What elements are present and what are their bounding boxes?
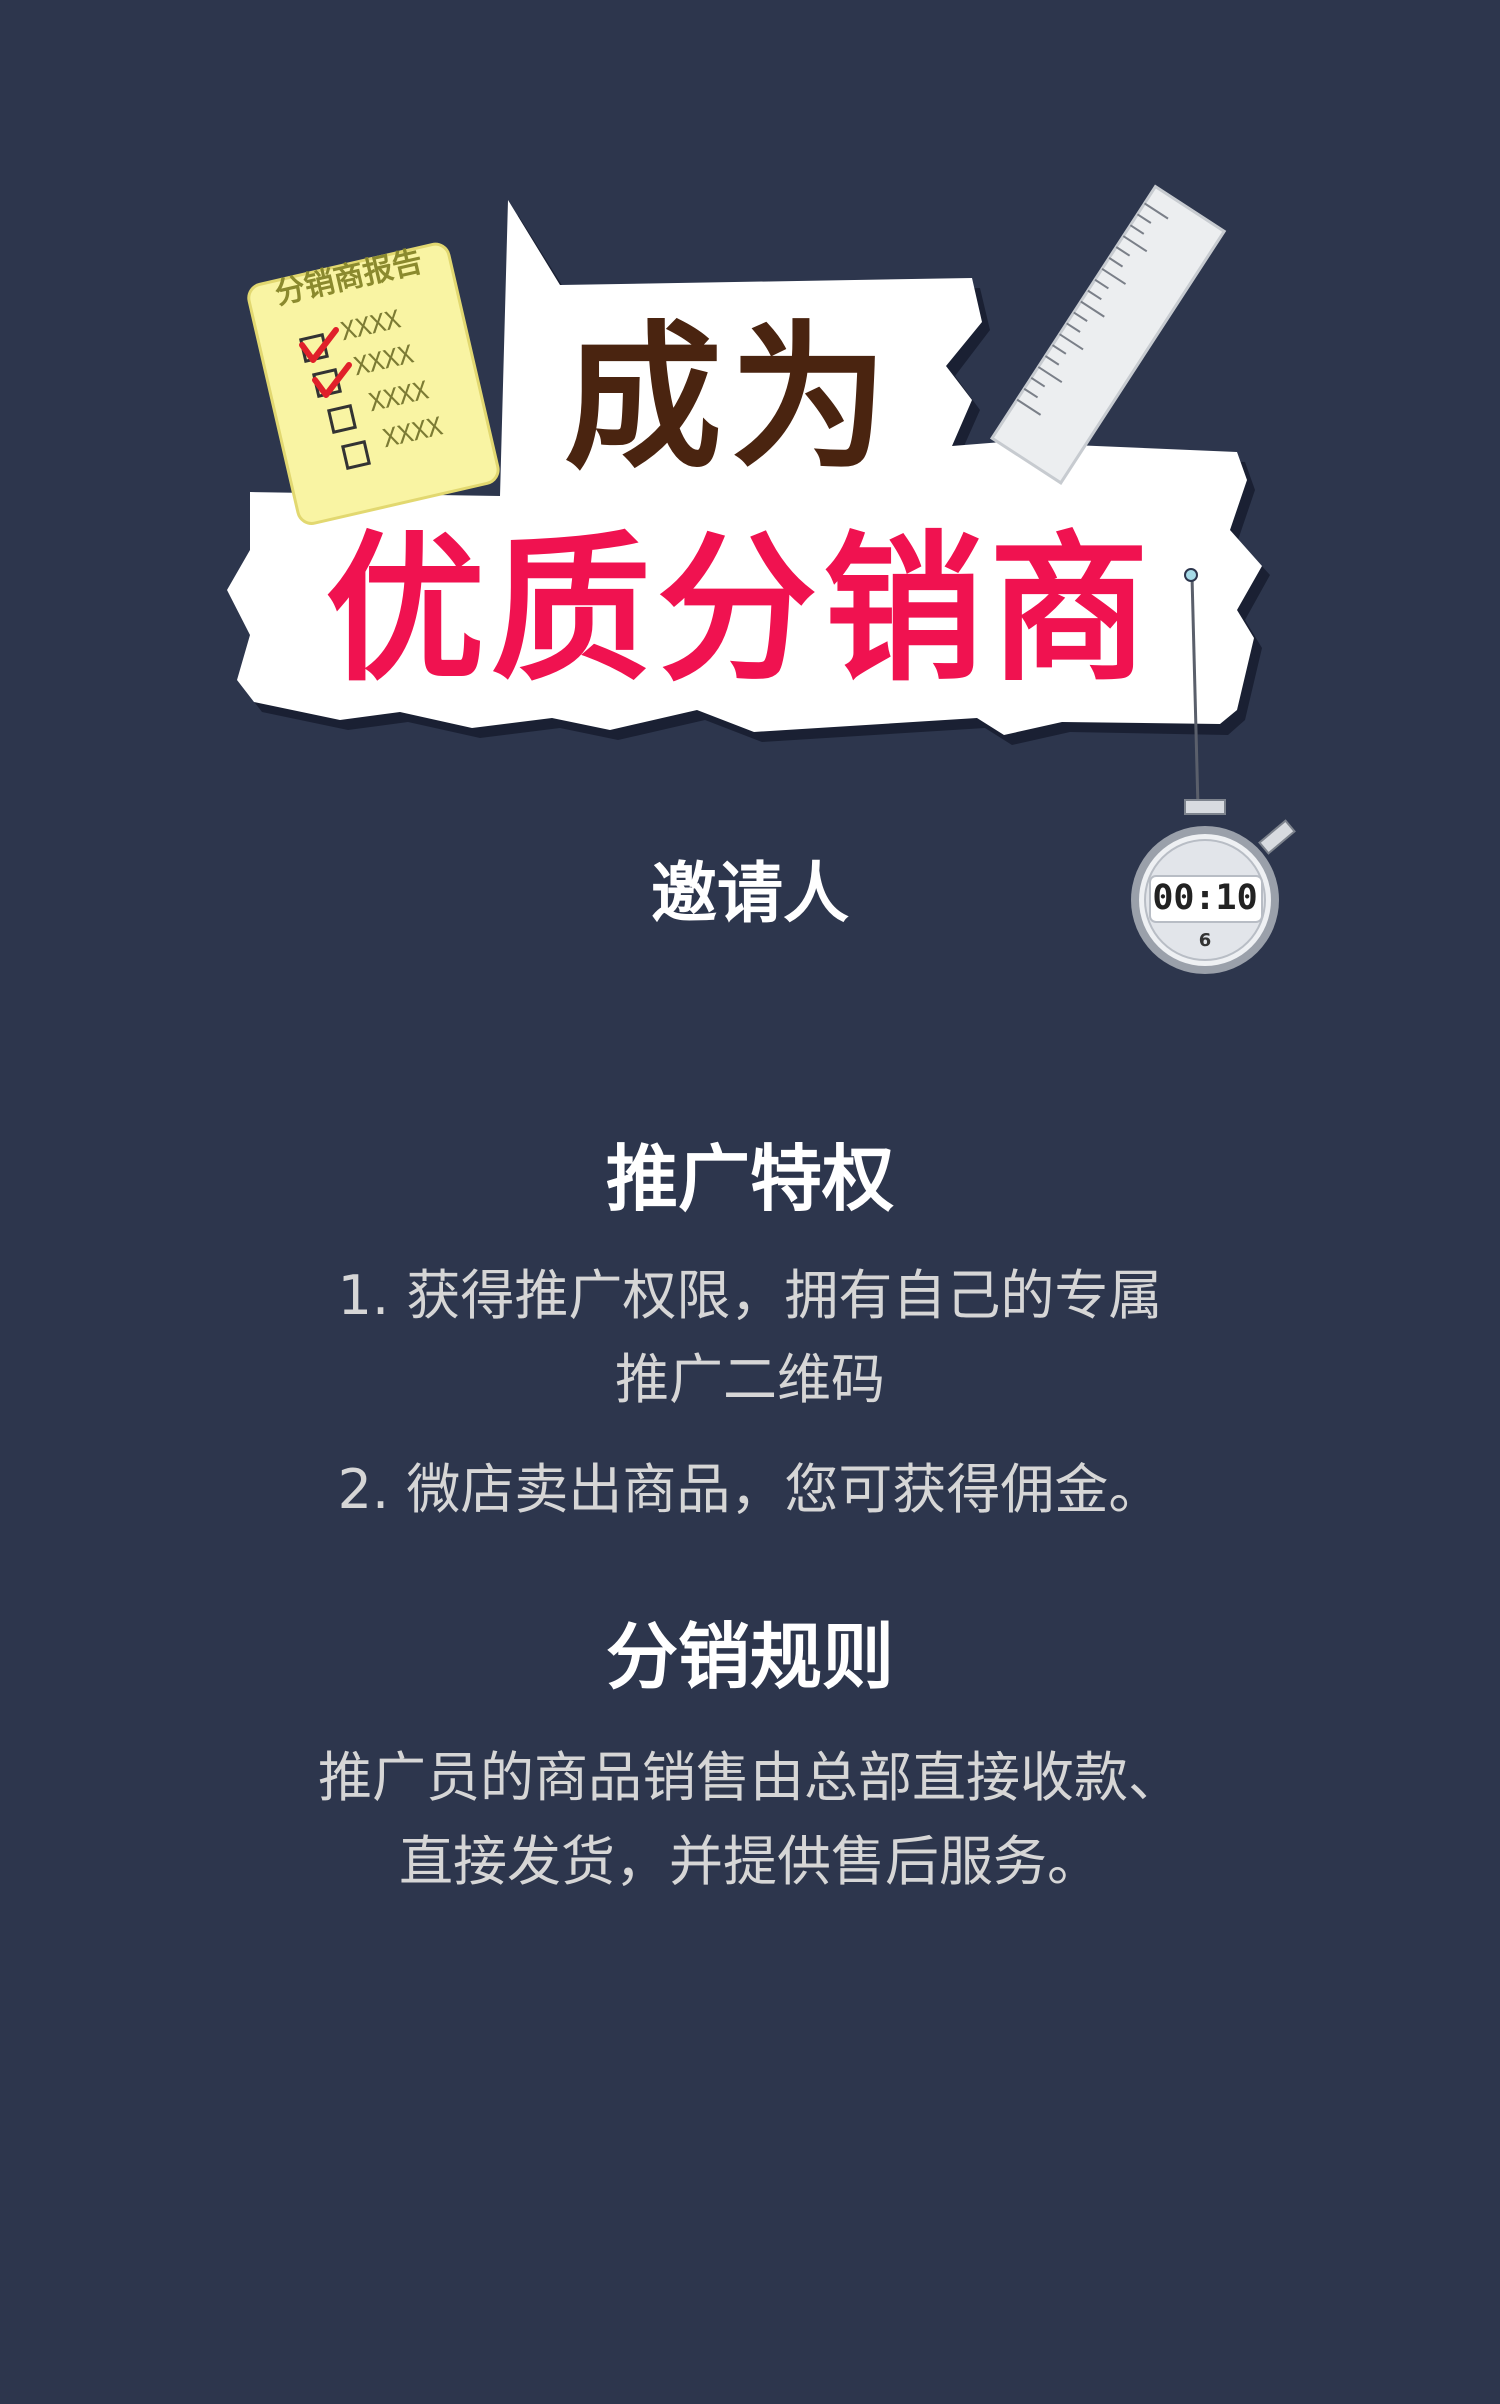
privileges-title: 推广特权 <box>605 1137 894 1221</box>
stopwatch-icon <box>1131 799 1296 974</box>
headline-quality-distributor: 优质分销商 <box>324 516 1155 703</box>
privilege-line: 推广二维码 <box>615 1348 885 1411</box>
stopwatch-display: 00:10 <box>1152 878 1258 918</box>
privilege-line: 2. 微店卖出商品，您可获得佣金。 <box>337 1458 1163 1521</box>
stopwatch-string <box>1190 575 1200 809</box>
banner-illustration <box>227 184 1296 974</box>
stopwatch-sub-dial: 6 <box>1198 930 1212 951</box>
stopwatch-pin-icon <box>1184 568 1198 582</box>
promo-banner: 分销商报告 XXXX XXXX XXXX XXXX 成为 优质分销商 00:10… <box>0 0 1500 1000</box>
privilege-line: 1. 获得推广权限，拥有自己的专属 <box>337 1264 1163 1327</box>
rules-title: 分销规则 <box>605 1615 894 1699</box>
inviter-label: 邀请人 <box>651 855 849 932</box>
rules-line: 直接发货，并提供售后服务。 <box>399 1830 1101 1893</box>
ruler-icon <box>989 184 1227 485</box>
headline-become: 成为 <box>564 307 896 491</box>
report-paper-icon <box>247 242 500 525</box>
rules-line: 推广员的商品销售由总部直接收款、 <box>318 1746 1182 1809</box>
torn-paper <box>227 200 1262 735</box>
check-mark-icons <box>299 327 352 398</box>
